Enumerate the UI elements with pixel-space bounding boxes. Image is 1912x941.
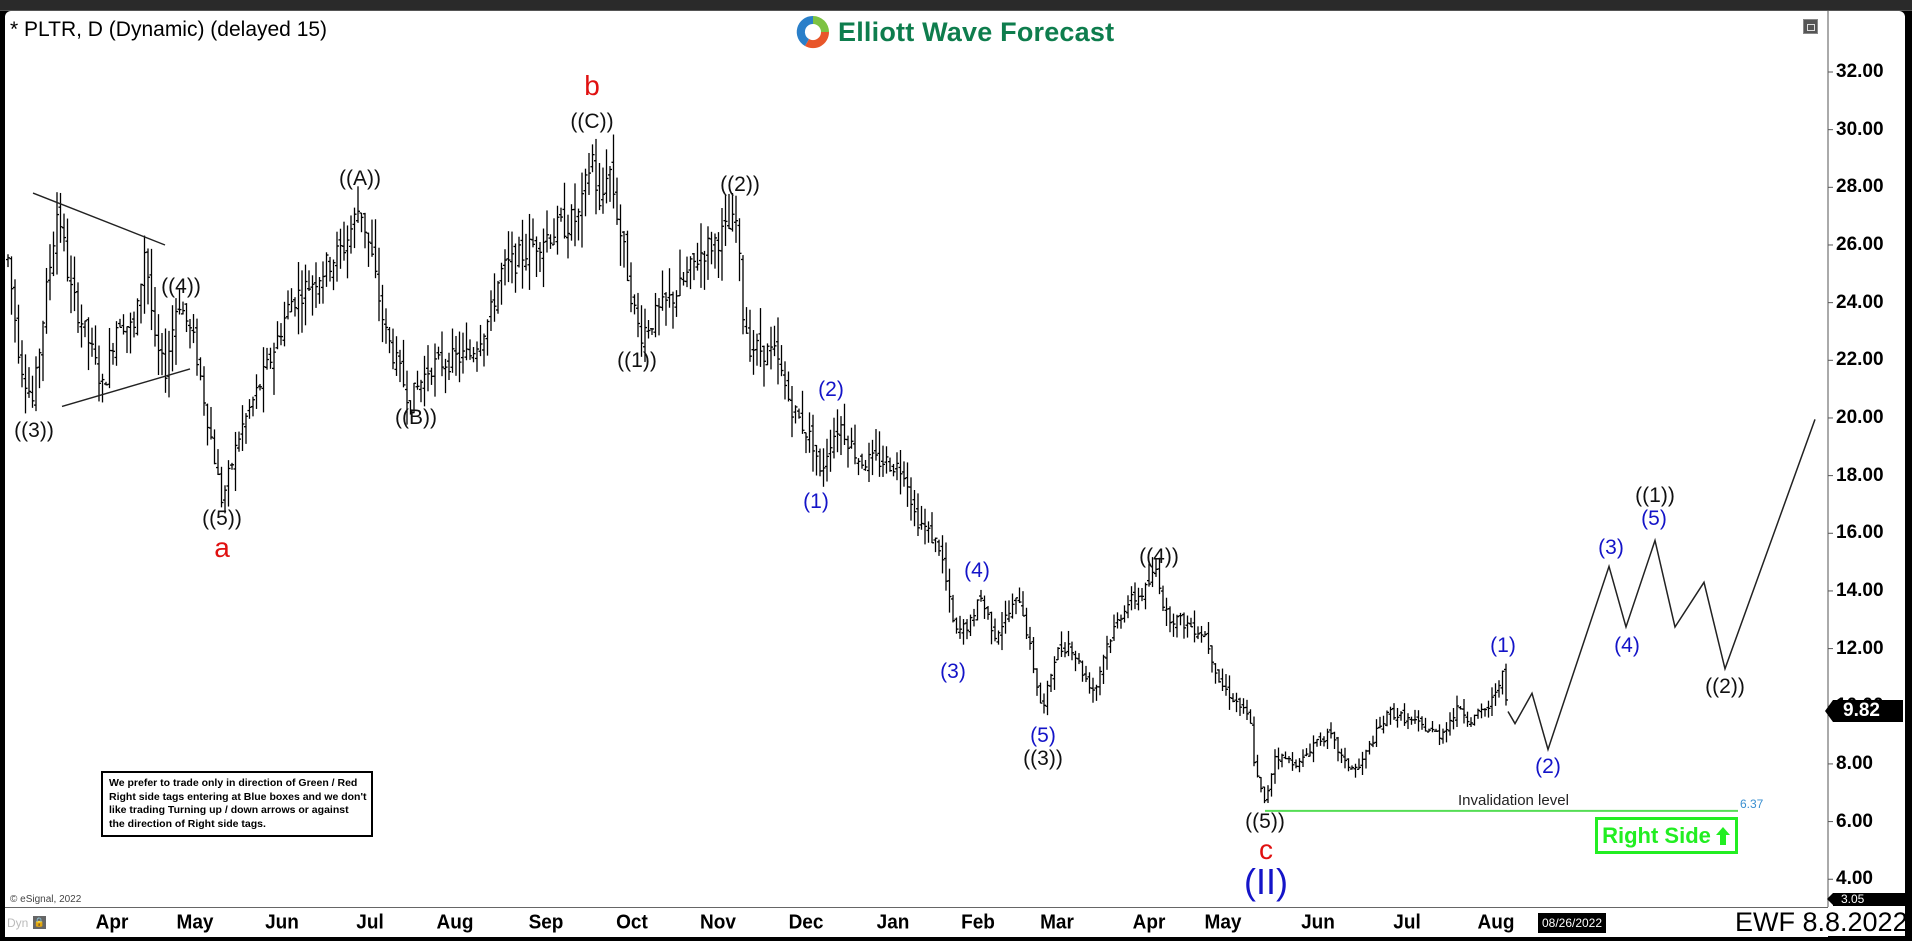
disclaimer-line: Right side tags entering at Blue boxes a… xyxy=(109,790,367,803)
disclaimer-line: We prefer to trade only in direction of … xyxy=(109,777,358,789)
projected-wave-path xyxy=(1507,419,1816,753)
x-tick-label: Feb xyxy=(961,911,995,934)
x-tick-label: Dec xyxy=(788,911,824,934)
x-tick-label: Oct xyxy=(616,911,648,934)
wave-label: (3) xyxy=(940,660,966,684)
wave-label: (5) xyxy=(1641,507,1667,531)
y-tick-label: 26.00 xyxy=(1836,233,1884,255)
x-tick-label: Aug xyxy=(436,911,474,934)
x-tick-label: Mar xyxy=(1040,911,1074,934)
wave-label: ((2)) xyxy=(720,172,760,196)
y-tick-label: 28.00 xyxy=(1836,176,1884,198)
wave-label: ((4)) xyxy=(1139,544,1179,568)
cursor-date-box: 08/26/2022 xyxy=(1538,913,1606,933)
ohlc-bars xyxy=(6,134,1508,804)
x-tick-label: May xyxy=(176,911,214,934)
wave-label: (3) xyxy=(1598,536,1624,560)
x-tick-label: Aug xyxy=(1477,911,1515,934)
arrow-up-icon xyxy=(1715,826,1730,845)
x-tick-label: Jan xyxy=(876,911,910,934)
y-tick-label: 30.00 xyxy=(1836,118,1884,140)
x-tick-label: Sep xyxy=(528,911,564,934)
lock-icon[interactable]: 🔒 xyxy=(33,916,46,929)
x-tick-label: Apr xyxy=(95,911,129,934)
triangle-trendline xyxy=(61,368,191,408)
window-top-bar xyxy=(0,0,1912,11)
wave-label: ((4)) xyxy=(161,275,201,299)
last-price-tag: 9.82 xyxy=(1825,700,1903,723)
wave-label: (1) xyxy=(803,490,829,514)
wave-label: b xyxy=(584,70,600,102)
disclaimer-line: the direction of Right side tags. xyxy=(109,817,266,830)
y-tick-label: 16.00 xyxy=(1836,522,1884,544)
wave-label: ((B)) xyxy=(395,406,437,430)
right-side-label: Right Side xyxy=(1602,822,1711,848)
x-tick-label: Jun xyxy=(1301,911,1335,934)
x-tick-label: Jul xyxy=(1393,911,1421,934)
x-tick-label: Jul xyxy=(356,911,384,934)
dynamic-label: Dyn xyxy=(7,916,29,930)
wave-label: c xyxy=(1259,834,1273,866)
y-tick-label: 18.00 xyxy=(1836,464,1884,486)
brand-logo: Elliott Wave Forecast xyxy=(794,13,1114,51)
ewf-date-tag: EWF 8.8.2022 xyxy=(1735,907,1908,937)
wave-label: ((5)) xyxy=(202,507,242,531)
wave-label: (1) xyxy=(1490,634,1516,658)
y-tick-label: 22.00 xyxy=(1836,349,1884,371)
wave-label: a xyxy=(214,531,230,563)
wave-label: (5) xyxy=(1030,723,1056,747)
wave-label: ((3)) xyxy=(1023,746,1063,770)
x-tick-label: May xyxy=(1204,911,1242,934)
y-tick-label: 20.00 xyxy=(1836,406,1884,428)
wave-label: ((1)) xyxy=(1635,484,1675,508)
axis-low-tag: 3.05 xyxy=(1827,893,1905,906)
wave-label: ((2)) xyxy=(1705,674,1745,698)
brand-name: Elliott Wave Forecast xyxy=(838,16,1115,47)
esignal-copyright: © eSignal, 2022 xyxy=(10,894,82,905)
wave-label: (II) xyxy=(1244,861,1288,903)
ewf-logo-icon xyxy=(796,15,830,49)
chart-title: * PLTR, D (Dynamic) (delayed 15) xyxy=(10,18,328,41)
y-tick-label: 8.00 xyxy=(1836,752,1873,774)
wave-label: (2) xyxy=(818,377,844,401)
y-tick-label: 4.00 xyxy=(1836,868,1873,890)
disclaimer-line: like trading Turning up / down arrows or… xyxy=(109,804,349,816)
wave-label: (4) xyxy=(964,559,990,583)
triangle-trendline xyxy=(32,192,166,246)
y-tick-label: 12.00 xyxy=(1836,637,1884,659)
y-tick-label: 32.00 xyxy=(1836,61,1884,82)
wave-label: ((1)) xyxy=(617,348,657,372)
trading-disclaimer-box: We prefer to trade only in direction of … xyxy=(101,771,373,837)
price-chart-plot[interactable] xyxy=(5,11,1905,936)
x-tick-label: Jun xyxy=(265,911,299,934)
x-tick-label: Apr xyxy=(1132,911,1166,934)
y-tick-label: 6.00 xyxy=(1836,810,1873,832)
wave-label: (4) xyxy=(1614,634,1640,658)
right-side-tag: Right Side xyxy=(1595,817,1738,854)
y-tick-label: 24.00 xyxy=(1836,291,1884,313)
wave-label: (2) xyxy=(1535,755,1561,779)
time-axis[interactable]: Dyn 🔒 Apr May Jun Jul Aug Sep Oct Nov Dec Jan Feb M… xyxy=(5,907,1828,937)
window-restore-icon[interactable] xyxy=(1803,19,1818,34)
invalidation-value: 6.37 xyxy=(1740,797,1764,811)
wave-label: ((3)) xyxy=(14,419,54,443)
x-tick-label: Nov xyxy=(700,911,736,934)
y-tick-label: 14.00 xyxy=(1836,579,1884,601)
wave-label: ((A)) xyxy=(339,167,381,191)
wave-label: ((5)) xyxy=(1245,810,1285,834)
wave-label: ((C)) xyxy=(570,109,614,133)
invalidation-label: Invalidation level xyxy=(1458,792,1569,809)
